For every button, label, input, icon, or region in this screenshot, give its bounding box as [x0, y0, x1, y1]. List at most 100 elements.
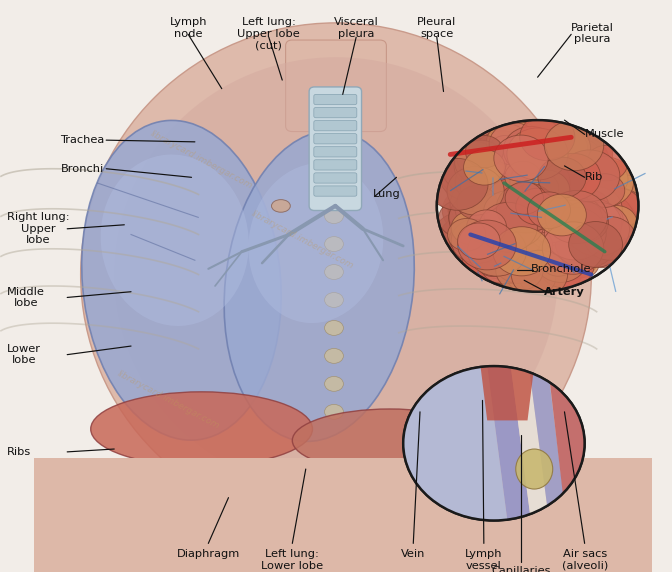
Circle shape	[538, 157, 586, 198]
Circle shape	[510, 186, 565, 234]
Circle shape	[439, 215, 499, 266]
Circle shape	[516, 205, 553, 236]
Circle shape	[524, 178, 577, 224]
Circle shape	[548, 192, 585, 224]
Circle shape	[520, 190, 556, 221]
Circle shape	[555, 199, 603, 239]
Circle shape	[524, 211, 583, 261]
Circle shape	[532, 198, 571, 232]
Circle shape	[577, 230, 610, 258]
Circle shape	[525, 155, 576, 198]
FancyBboxPatch shape	[286, 40, 386, 132]
FancyBboxPatch shape	[314, 108, 357, 118]
Circle shape	[487, 172, 518, 197]
Ellipse shape	[325, 153, 343, 168]
Circle shape	[567, 149, 614, 189]
Circle shape	[470, 141, 515, 179]
Circle shape	[578, 176, 640, 228]
Circle shape	[511, 125, 550, 158]
Circle shape	[481, 189, 537, 237]
Circle shape	[551, 165, 603, 209]
Circle shape	[542, 229, 581, 263]
Circle shape	[491, 180, 538, 220]
Circle shape	[460, 162, 518, 211]
Circle shape	[533, 248, 592, 297]
Circle shape	[509, 133, 555, 172]
Circle shape	[491, 209, 547, 258]
Circle shape	[553, 201, 593, 236]
Circle shape	[506, 147, 559, 192]
Circle shape	[454, 217, 492, 249]
FancyBboxPatch shape	[314, 94, 357, 105]
Circle shape	[513, 133, 548, 164]
Circle shape	[519, 114, 575, 161]
Circle shape	[542, 204, 596, 251]
Text: Air sacs
(alveoli): Air sacs (alveoli)	[562, 549, 607, 571]
Circle shape	[442, 141, 505, 194]
Circle shape	[531, 201, 575, 238]
Circle shape	[535, 158, 588, 202]
Circle shape	[520, 178, 574, 224]
Circle shape	[532, 221, 564, 249]
Ellipse shape	[325, 348, 343, 363]
Circle shape	[528, 204, 573, 243]
Text: Bronchi: Bronchi	[61, 164, 104, 174]
Ellipse shape	[82, 120, 281, 440]
Circle shape	[495, 244, 536, 279]
Circle shape	[486, 216, 530, 253]
Circle shape	[518, 163, 569, 206]
Circle shape	[516, 204, 568, 248]
Circle shape	[570, 155, 621, 198]
Circle shape	[498, 148, 544, 188]
Circle shape	[515, 210, 552, 240]
Circle shape	[458, 230, 521, 284]
Ellipse shape	[91, 392, 312, 466]
Circle shape	[513, 149, 573, 200]
Circle shape	[507, 181, 550, 217]
Ellipse shape	[81, 23, 591, 526]
Circle shape	[518, 187, 582, 241]
Circle shape	[476, 193, 511, 222]
Ellipse shape	[325, 209, 343, 224]
Circle shape	[537, 166, 590, 210]
Circle shape	[491, 196, 544, 241]
Circle shape	[503, 140, 558, 187]
FancyBboxPatch shape	[314, 146, 357, 157]
Circle shape	[500, 209, 561, 261]
Circle shape	[528, 153, 571, 190]
Circle shape	[499, 225, 545, 264]
Circle shape	[569, 221, 622, 267]
Circle shape	[521, 227, 559, 259]
Circle shape	[521, 164, 554, 192]
Circle shape	[501, 190, 542, 225]
Circle shape	[464, 223, 503, 256]
Circle shape	[511, 191, 564, 237]
Circle shape	[437, 120, 638, 292]
Circle shape	[560, 202, 608, 243]
Circle shape	[530, 183, 562, 210]
Circle shape	[556, 137, 609, 182]
Circle shape	[554, 142, 591, 174]
Circle shape	[515, 148, 577, 200]
Circle shape	[456, 158, 505, 200]
Circle shape	[500, 182, 558, 231]
Text: Rib: Rib	[585, 172, 603, 182]
Circle shape	[516, 185, 550, 214]
Ellipse shape	[114, 57, 558, 492]
Circle shape	[521, 198, 574, 244]
Circle shape	[526, 179, 581, 227]
Circle shape	[525, 205, 587, 258]
Text: Pleural
space: Pleural space	[417, 17, 456, 39]
Circle shape	[507, 181, 566, 232]
Circle shape	[517, 192, 567, 235]
Circle shape	[457, 185, 497, 220]
Circle shape	[585, 174, 625, 208]
Circle shape	[543, 212, 576, 239]
Circle shape	[493, 121, 542, 163]
Circle shape	[510, 190, 561, 234]
Circle shape	[507, 184, 548, 219]
Circle shape	[470, 181, 507, 213]
Circle shape	[532, 151, 581, 192]
Circle shape	[565, 188, 616, 232]
Circle shape	[403, 366, 585, 521]
